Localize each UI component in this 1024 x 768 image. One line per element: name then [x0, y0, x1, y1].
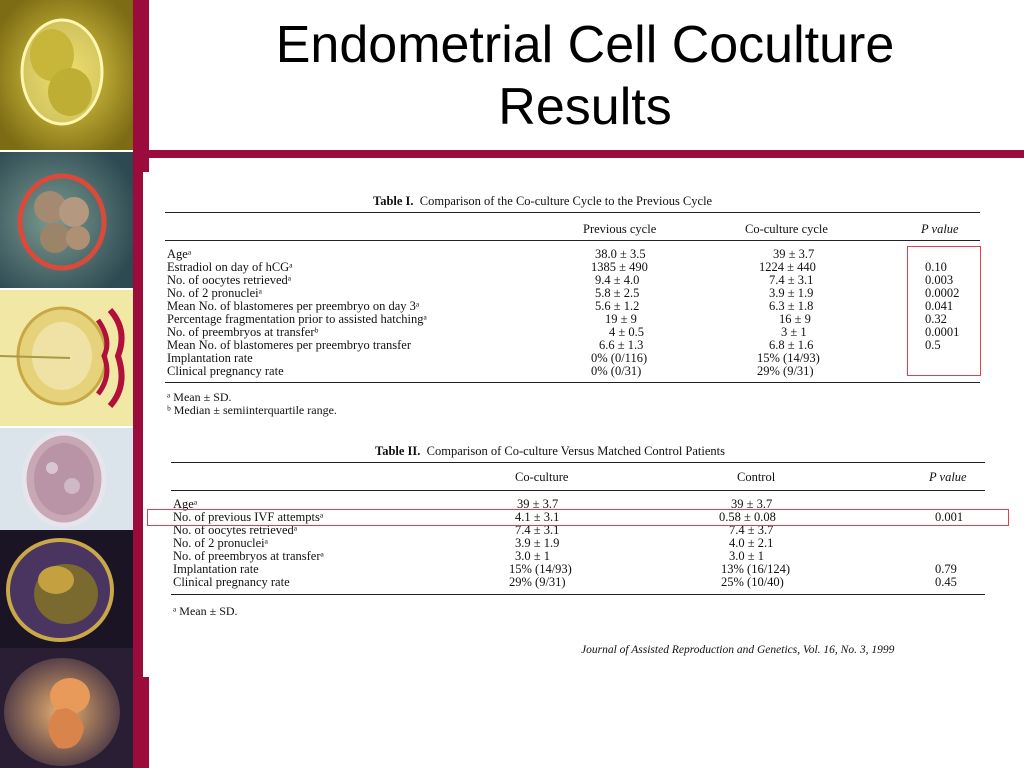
row-prev: 6.6 ± 1.3: [599, 338, 644, 352]
row-label: Ageᵃ: [173, 497, 198, 511]
table2-header-coculture: Co-culture: [515, 470, 569, 484]
row-prev: 5.8 ± 2.5: [595, 286, 640, 300]
table2-ivf-attempts-highlight: [147, 509, 1009, 526]
row-p: 0.0001: [925, 325, 960, 339]
row-co: 29% (9/31): [757, 364, 814, 378]
row-label: No. of preembryos at transferᵇ: [167, 325, 319, 339]
row-p: 0.001: [935, 510, 964, 524]
table1-header-previous: Previous cycle: [583, 222, 657, 236]
row-p: 0.003: [925, 273, 954, 287]
row-label: Implantation rate: [167, 351, 253, 365]
table2-caption: Table II. Comparison of Co-culture Versu…: [375, 444, 725, 459]
row-label: Mean No. of blastomeres per preembryo tr…: [167, 338, 412, 352]
journal-citation: Journal of Assisted Reproduction and Gen…: [581, 644, 895, 656]
row-ctrl: 0.58 ± 0.08: [719, 510, 776, 524]
row-prev: 4 ± 0.5: [609, 325, 644, 339]
table2-header-rule: [171, 490, 985, 492]
row-ctrl: 39 ± 3.7: [731, 497, 773, 511]
table2-caption-label: Table II.: [375, 444, 421, 458]
row-label: No. of 2 pronucleiᵃ: [167, 286, 263, 300]
row-co: 3.9 ± 1.9: [769, 286, 814, 300]
table1-bottom-rule: [165, 382, 980, 384]
table1-header-rule: [165, 240, 980, 242]
row-co: 1224 ± 440: [759, 260, 816, 274]
row-co: 15% (14/93): [757, 351, 820, 365]
row-p: 0.041: [925, 299, 954, 313]
row-label: No. of oocytes retrievedᵃ: [173, 523, 298, 537]
row-p: 0.10: [925, 260, 947, 274]
row-co: 39 ± 3.7: [773, 247, 815, 261]
row-p: 0.5: [925, 338, 941, 352]
row-co: 7.4 ± 3.1: [769, 273, 814, 287]
row-ctrl: 3.0 ± 1: [729, 549, 764, 563]
row-ctrl: 7.4 ± 3.7: [729, 523, 774, 537]
hatching-blastocyst-image: [0, 530, 133, 648]
row-label: Estradiol on day of hCGᵃ: [167, 260, 293, 274]
table2-footnote-a: ᵃ Mean ± SD.: [173, 604, 238, 618]
row-label: No. of oocytes retrievedᵃ: [167, 273, 292, 287]
row-co: 4.1 ± 3.1: [515, 510, 560, 524]
row-co: 3.0 ± 1: [515, 549, 550, 563]
row-co: 3.9 ± 1.9: [515, 536, 560, 550]
slide-title: Endometrial Cell Coculture Results: [170, 14, 1000, 138]
row-label: No. of 2 pronucleiᵃ: [173, 536, 269, 550]
row-label: Percentage fragmentation prior to assist…: [167, 312, 427, 326]
table2-header-control: Control: [737, 470, 776, 484]
row-ctrl: 4.0 ± 2.1: [729, 536, 774, 550]
row-co: 6.8 ± 1.6: [769, 338, 814, 352]
table1-footnote-a: ᵃ Mean ± SD.: [167, 390, 232, 404]
row-co: 6.3 ± 1.8: [769, 299, 814, 313]
table1-pvalue-highlight: [907, 246, 981, 376]
two-cell-embryo-image: [0, 0, 133, 150]
table2-bottom-rule: [171, 594, 985, 596]
table1-top-rule: [165, 212, 980, 214]
row-prev: 5.6 ± 1.2: [595, 299, 640, 313]
four-cell-embryo-image: [0, 152, 133, 288]
row-co: 7.4 ± 3.1: [515, 523, 560, 537]
row-ctrl: 13% (16/124): [721, 562, 791, 576]
table2-caption-text: Comparison of Co-culture Versus Matched …: [426, 444, 725, 458]
row-prev: 0% (0/116): [591, 351, 648, 365]
table1-header-pvalue: P value: [921, 222, 959, 236]
table1-caption-text: Comparison of the Co-culture Cycle to th…: [419, 194, 713, 208]
row-prev: 9.4 ± 4.0: [595, 273, 640, 287]
embryo-image-strip: [0, 0, 133, 768]
row-p: 0.79: [935, 562, 957, 576]
icsi-injection-image: [0, 290, 133, 426]
row-prev: 38.0 ± 3.5: [595, 247, 646, 261]
slide-title-line-2: Results: [498, 78, 672, 136]
row-prev: 19 ± 9: [605, 312, 637, 326]
table2-header-pvalue: P value: [929, 470, 967, 484]
row-co: 29% (9/31): [509, 575, 566, 589]
row-p: 0.45: [935, 575, 957, 589]
table1-caption: Table I. Comparison of the Co-culture Cy…: [373, 194, 712, 209]
table1-footnote-b: ᵇ Median ± semiinterquartile range.: [167, 403, 337, 417]
blastocyst-image: [0, 428, 133, 530]
table1-caption-label: Table I.: [373, 194, 414, 208]
title-divider: [149, 150, 1024, 158]
row-label: Mean No. of blastomeres per preembryo on…: [167, 299, 420, 313]
row-label: No. of preembryos at transferᵃ: [173, 549, 324, 563]
row-co: 15% (14/93): [509, 562, 572, 576]
row-p: 0.32: [925, 312, 947, 326]
row-ctrl: 25% (10/40): [721, 575, 784, 589]
row-label: No. of previous IVF attemptsᵃ: [173, 510, 324, 524]
table2-top-rule: [171, 462, 985, 464]
row-prev: 1385 ± 490: [591, 260, 648, 274]
row-co: 16 ± 9: [779, 312, 811, 326]
row-label: Clinical pregnancy rate: [173, 575, 290, 589]
row-co: 39 ± 3.7: [517, 497, 559, 511]
row-p: 0.0002: [925, 286, 960, 300]
row-label: Implantation rate: [173, 562, 259, 576]
row-prev: 0% (0/31): [591, 364, 642, 378]
row-label: Clinical pregnancy rate: [167, 364, 284, 378]
table1-header-coculture: Co-culture cycle: [745, 222, 828, 236]
slide-title-line-1: Endometrial Cell Coculture: [275, 16, 895, 74]
row-label: Ageᵃ: [167, 247, 192, 261]
row-co: 3 ± 1: [781, 325, 807, 339]
fetus-image: [0, 648, 133, 768]
scanned-tables: Table I. Comparison of the Co-culture Cy…: [143, 172, 1009, 677]
